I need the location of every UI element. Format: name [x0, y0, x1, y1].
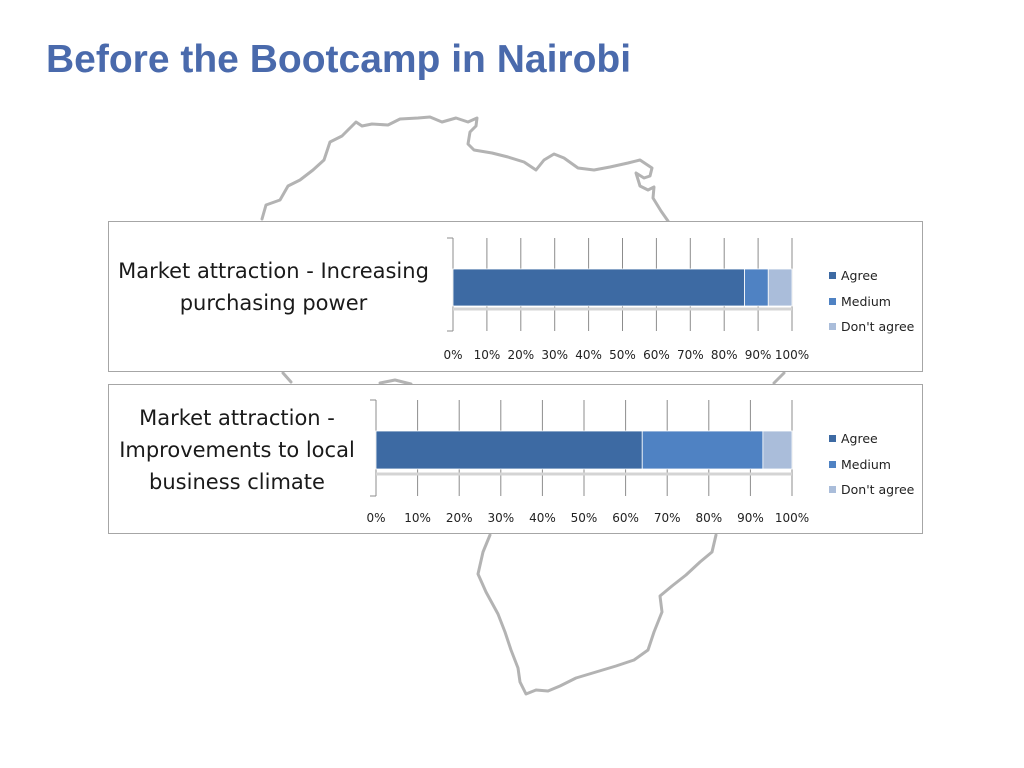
legend-swatch-medium: [829, 297, 836, 305]
x-tick-label: 30%: [541, 348, 568, 362]
bar-medium: [744, 268, 769, 307]
slide-title: Before the Bootcamp in Nairobi: [46, 38, 632, 81]
x-tick-label: 50%: [609, 348, 636, 362]
x-tick-label: 20%: [507, 348, 534, 362]
x-tick-label: 30%: [487, 511, 514, 525]
legend: Agree Medium Don't agree: [829, 263, 914, 340]
legend-label: Medium: [841, 293, 891, 309]
x-tick-label: 100%: [775, 511, 809, 525]
bar-medium: [641, 430, 764, 470]
x-tick-label: 40%: [575, 348, 602, 362]
legend-label: Medium: [841, 456, 891, 472]
chart-title-line: Improvements to local: [119, 438, 355, 462]
chart-title-line: Market attraction - Increasing: [118, 259, 429, 283]
legend-item-dont-agree: Don't agree: [829, 314, 914, 340]
x-tick-label: 10%: [404, 511, 431, 525]
plot-area: 0% 10% 20% 30% 40% 50% 60% 70% 80% 90% 100%: [443, 237, 809, 362]
x-tick-label: 90%: [737, 511, 764, 525]
x-tick-label: 20%: [446, 511, 473, 525]
chart-title-line: purchasing power: [179, 291, 368, 315]
x-tick-label: 90%: [745, 348, 772, 362]
legend-label: Don't agree: [841, 482, 915, 498]
chart-title: Market attraction - Increasing purchasin…: [117, 255, 430, 319]
chart-panel-business-climate: Market attraction - Improvements to loca…: [108, 384, 923, 534]
chart-panel-purchasing-power: Market attraction - Increasing purchasin…: [108, 221, 923, 372]
x-tick-label: 80%: [711, 348, 738, 362]
legend-label: Don't agree: [841, 319, 915, 335]
legend-swatch-medium: [829, 460, 836, 468]
x-tick-label: 60%: [612, 511, 639, 525]
chart-title: Market attraction - Improvements to loca…: [115, 402, 359, 498]
x-tick-label: 10%: [474, 348, 501, 362]
legend-item-medium: Medium: [829, 289, 914, 315]
x-tick-label: 0%: [366, 511, 385, 525]
bar-agree: [375, 430, 643, 470]
x-tick-label: 60%: [643, 348, 670, 362]
legend-swatch-dont-agree: [829, 486, 836, 494]
legend: Agree Medium Don't agree: [829, 426, 914, 503]
legend-swatch-dont-agree: [829, 323, 836, 331]
x-tick-label: 80%: [695, 511, 722, 525]
legend-swatch-agree: [829, 435, 836, 443]
x-tick-label: 0%: [443, 348, 462, 362]
legend-item-agree: Agree: [829, 426, 914, 452]
bar-agree: [452, 268, 745, 307]
chart-title-line: Market attraction -: [139, 406, 335, 430]
legend-label: Agree: [841, 268, 878, 284]
x-tick-label: 40%: [529, 511, 556, 525]
x-tick-label: 70%: [654, 511, 681, 525]
legend-item-medium: Medium: [829, 452, 914, 478]
plot-area: 0% 10% 20% 30% 40% 50% 60% 70% 80% 90% 100%: [366, 399, 809, 525]
x-tick-label: 50%: [571, 511, 598, 525]
legend-item-dont-agree: Don't agree: [829, 477, 914, 503]
legend-item-agree: Agree: [829, 263, 914, 289]
x-tick-label: 100%: [775, 348, 809, 362]
legend-label: Agree: [841, 431, 878, 447]
x-tick-label: 70%: [677, 348, 704, 362]
chart-title-line: business climate: [149, 470, 325, 494]
legend-swatch-agree: [829, 272, 836, 280]
bar-dont-agree: [767, 268, 793, 307]
bar-dont-agree: [762, 430, 793, 470]
